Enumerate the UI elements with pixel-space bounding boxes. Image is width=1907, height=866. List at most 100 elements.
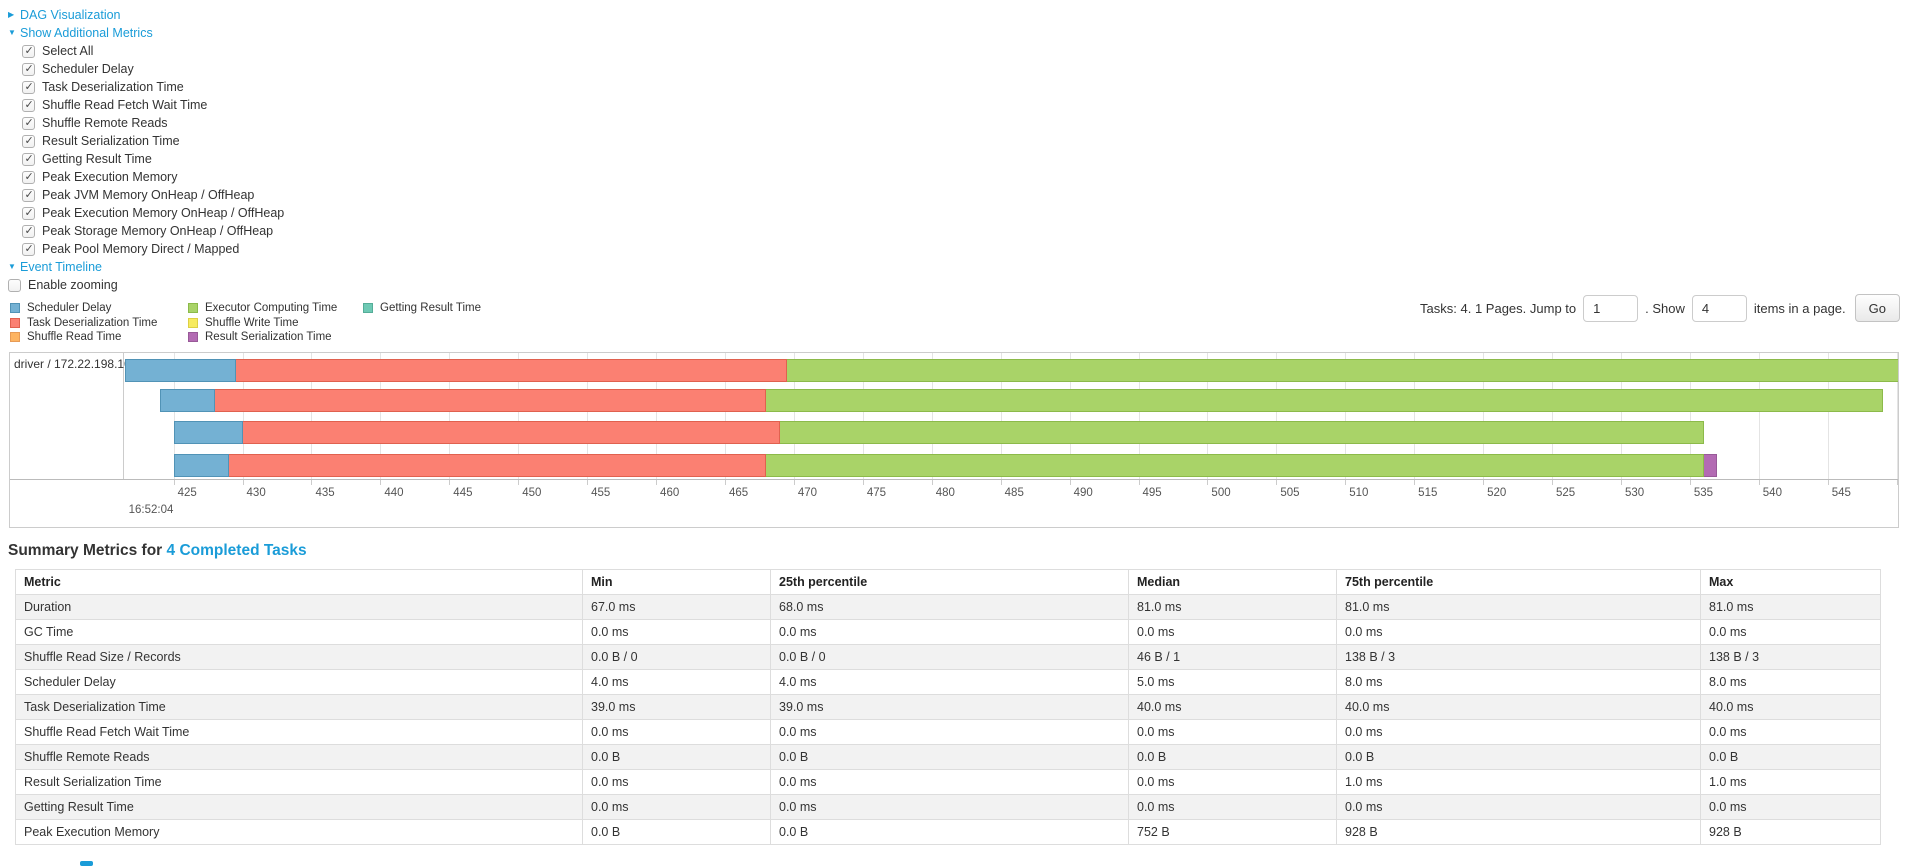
jump-to-page-input[interactable] xyxy=(1583,294,1639,322)
table-header-row: Metric Min 25th percentile Median 75th perce… xyxy=(15,569,1881,595)
axis-tick-label: 495 xyxy=(1142,487,1162,499)
axis-tick-label: 550 xyxy=(1897,487,1898,499)
executor-computing-time-segment xyxy=(766,454,1704,477)
task-timeline-bar[interactable] xyxy=(173,421,1704,444)
metric-checkbox-label: Result Serialization Time xyxy=(42,134,180,148)
metric-value-cell: 0.0 ms xyxy=(1700,794,1881,820)
metric-checkbox[interactable] xyxy=(22,80,35,94)
task-deserialization-time-segment xyxy=(214,389,767,412)
time-axis: 425 430 435 440 445 450 455 460 465 470 475 480 485 4… xyxy=(124,480,1898,527)
gridline xyxy=(1827,353,1829,479)
getting-result-time-swatch-icon xyxy=(363,303,373,314)
metric-checkbox-row: Peak JVM Memory OnHeap / OffHeap xyxy=(8,186,1907,204)
expanded-arrow-icon: ▼ xyxy=(8,27,16,37)
timeline-plot-area xyxy=(124,353,1898,479)
task-timeline-bar[interactable] xyxy=(159,389,1883,412)
metric-checkbox[interactable] xyxy=(22,224,35,238)
gridline xyxy=(862,353,864,479)
axis-tick-label: 425 xyxy=(177,487,197,499)
gridline xyxy=(1345,353,1347,479)
metric-checkbox[interactable] xyxy=(22,206,35,220)
completed-tasks-link[interactable]: 4 Completed Tasks xyxy=(166,542,307,559)
legend-item-executor-computing-time: Executor Computing Time xyxy=(188,301,363,316)
metric-checkbox[interactable] xyxy=(22,44,35,58)
metric-checkbox[interactable] xyxy=(22,98,35,112)
metric-name-cell: Shuffle Read Size / Records xyxy=(15,644,583,670)
gridline xyxy=(1758,353,1760,479)
tick-mark xyxy=(1620,480,1622,485)
metric-checkbox[interactable] xyxy=(22,62,35,76)
time-axis-line xyxy=(10,479,1898,480)
shuffle-write-time-swatch-icon xyxy=(188,317,198,328)
gridline xyxy=(1207,353,1209,479)
task-deserialization-time-segment xyxy=(235,359,787,382)
dag-visualization-link[interactable]: DAG Visualization xyxy=(20,7,121,22)
items-per-page-input[interactable] xyxy=(1691,294,1747,322)
metric-value-cell: 68.0 ms xyxy=(770,594,1129,620)
legend-label: Scheduler Delay xyxy=(27,302,112,315)
metric-value-cell: 4.0 ms xyxy=(582,669,771,695)
expanded-arrow-icon: ▼ xyxy=(8,261,16,271)
axis-tick-label: 520 xyxy=(1487,487,1507,499)
metric-value-cell: 0.0 ms xyxy=(1336,619,1701,645)
metric-checkbox-label: Task Deserialization Time xyxy=(42,80,184,94)
legend-label: Task Deserialization Time xyxy=(27,316,158,329)
axis-tick-label: 430 xyxy=(246,487,266,499)
event-timeline-toggle[interactable]: ▼ Event Timeline xyxy=(8,258,1907,275)
legend-label: Shuffle Write Time xyxy=(205,316,299,329)
tick-mark xyxy=(1207,480,1209,485)
gridline xyxy=(173,353,175,479)
tick-mark xyxy=(311,480,313,485)
metric-value-cell: 40.0 ms xyxy=(1336,694,1701,720)
show-additional-metrics-link[interactable]: Show Additional Metrics xyxy=(20,25,153,40)
metric-value-cell: 752 B xyxy=(1128,819,1337,845)
event-timeline-link[interactable]: Event Timeline xyxy=(20,259,102,274)
legend-column: Getting Result Time xyxy=(363,301,481,345)
metric-value-cell: 0.0 B xyxy=(1700,744,1881,770)
metric-checkbox-row: Select All xyxy=(8,42,1907,60)
column-header: Max xyxy=(1700,569,1881,595)
gridline xyxy=(1276,353,1278,479)
axis-tick-label: 455 xyxy=(591,487,611,499)
enable-zooming-checkbox[interactable] xyxy=(8,278,21,292)
metric-checkbox-row: Task Deserialization Time xyxy=(8,78,1907,96)
metric-value-cell: 0.0 ms xyxy=(582,794,771,820)
metric-checkbox[interactable] xyxy=(22,134,35,148)
axis-tick-label: 460 xyxy=(660,487,680,499)
gridline xyxy=(724,353,726,479)
tick-mark xyxy=(449,480,451,485)
metric-value-cell: 0.0 B xyxy=(582,819,771,845)
dag-visualization-toggle[interactable]: ▶ DAG Visualization xyxy=(8,6,1907,23)
axis-tick-label: 505 xyxy=(1280,487,1300,499)
shuffle-read-time-swatch-icon xyxy=(10,332,20,343)
metric-checkbox[interactable] xyxy=(22,188,35,202)
executor-computing-time-segment xyxy=(786,359,1898,382)
pager-suffix-text: items in a page. xyxy=(1753,300,1846,316)
metric-value-cell: 0.0 ms xyxy=(582,619,771,645)
metric-checkbox[interactable] xyxy=(22,242,35,256)
metric-checkbox[interactable] xyxy=(22,116,35,130)
gridline xyxy=(1689,353,1691,479)
metric-value-cell: 0.0 B / 0 xyxy=(770,644,1129,670)
metric-value-cell: 138 B / 3 xyxy=(1336,644,1701,670)
legend-item-scheduler-delay: Scheduler Delay xyxy=(10,301,188,316)
gridline xyxy=(1483,353,1485,479)
metric-checkbox[interactable] xyxy=(22,170,35,184)
task-timeline-bar[interactable] xyxy=(173,454,1718,477)
tick-mark xyxy=(518,480,520,485)
metric-checkbox-row: Shuffle Remote Reads xyxy=(8,114,1907,132)
metric-value-cell: 0.0 ms xyxy=(1128,794,1337,820)
scheduler-delay-segment xyxy=(173,454,229,477)
metric-checkbox-row: Peak Pool Memory Direct / Mapped xyxy=(8,240,1907,258)
metric-value-cell: 8.0 ms xyxy=(1336,669,1701,695)
show-additional-metrics-toggle[interactable]: ▼ Show Additional Metrics xyxy=(8,24,1907,41)
metric-name-cell: Peak Execution Memory xyxy=(15,819,583,845)
legend-label: Result Serialization Time xyxy=(205,331,332,344)
summary-heading-text: Summary Metrics for xyxy=(8,542,163,559)
metric-checkbox[interactable] xyxy=(22,152,35,166)
axis-tick-label: 545 xyxy=(1831,487,1851,499)
go-button[interactable]: Go xyxy=(1854,294,1900,322)
metric-value-cell: 138 B / 3 xyxy=(1700,644,1881,670)
task-timeline-bar[interactable] xyxy=(125,359,1898,382)
gridline xyxy=(1552,353,1554,479)
